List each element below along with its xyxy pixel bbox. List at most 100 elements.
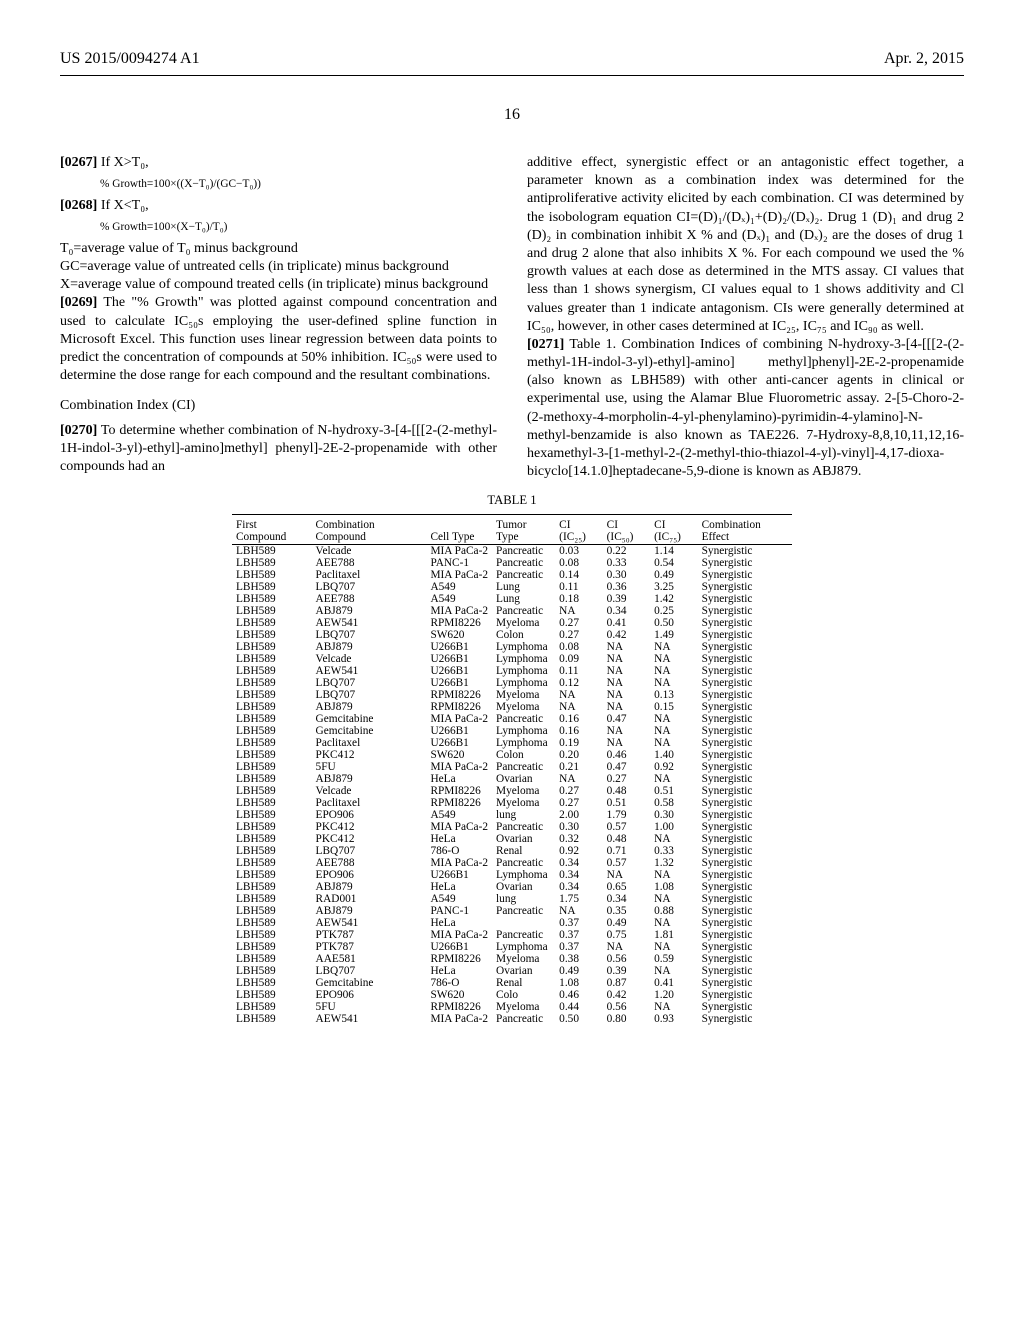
table-cell: LBH589 — [232, 689, 312, 701]
table-cell: Synergistic — [698, 689, 792, 701]
table-cell: 1.20 — [650, 989, 697, 1001]
table-cell: LBH589 — [232, 869, 312, 881]
table-cell: 1.49 — [650, 629, 697, 641]
patent-date: Apr. 2, 2015 — [884, 50, 964, 68]
table-cell: Renal — [492, 977, 555, 989]
table-row: LBH589ABJ879HeLaOvarian0.340.651.08Syner… — [232, 881, 792, 893]
table-cell: 0.39 — [603, 593, 650, 605]
table-cell: Synergistic — [698, 713, 792, 725]
table-cell: 0.08 — [555, 641, 602, 653]
table-cell: U266B1 — [426, 737, 492, 749]
table-cell: AEW541 — [312, 617, 427, 629]
table-cell: LBH589 — [232, 821, 312, 833]
table-row: LBH589PaclitaxelMIA PaCa-2Pancreatic0.14… — [232, 569, 792, 581]
table-cell: Colon — [492, 629, 555, 641]
table-cell: 0.39 — [603, 965, 650, 977]
table-cell: 0.75 — [603, 929, 650, 941]
table-cell: 0.34 — [603, 893, 650, 905]
table-row: LBH589PKC412HeLaOvarian0.320.48NASynergi… — [232, 833, 792, 845]
table-cell: 0.27 — [555, 629, 602, 641]
table-cell: LBH589 — [232, 641, 312, 653]
table-cell: LBH589 — [232, 629, 312, 641]
table-cell: 0.35 — [603, 905, 650, 917]
patent-number: US 2015/0094274 A1 — [60, 50, 200, 68]
table-cell: 0.59 — [650, 953, 697, 965]
table-cell: ABJ879 — [312, 881, 427, 893]
right-column: additive effect, synergistic effect or a… — [527, 154, 964, 481]
table-cell: Gemcitabine — [312, 977, 427, 989]
table-cell: 1.08 — [650, 881, 697, 893]
table-cell: PTK787 — [312, 929, 427, 941]
table-row: LBH589VelcadeRPMI8226Myeloma0.270.480.51… — [232, 785, 792, 797]
table-cell: Synergistic — [698, 965, 792, 977]
col-ci-ic75: CI (IC₇₅) — [650, 515, 697, 545]
table-cell: Synergistic — [698, 677, 792, 689]
table-cell: Velcade — [312, 545, 427, 558]
table-cell: HeLa — [426, 833, 492, 845]
paragraph-0268: [0268] If X<T₀, — [60, 197, 497, 215]
table-cell: SW620 — [426, 629, 492, 641]
table-cell: Lung — [492, 581, 555, 593]
table-row: LBH589AEW541RPMI8226Myeloma0.270.410.50S… — [232, 617, 792, 629]
table-cell: 0.80 — [603, 1013, 650, 1025]
table-cell: 0.51 — [603, 797, 650, 809]
table-cell: Myeloma — [492, 785, 555, 797]
table-cell: 0.11 — [555, 581, 602, 593]
col-combination-effect: Combination Effect — [698, 515, 792, 545]
table-cell: 2.00 — [555, 809, 602, 821]
table-cell: A549 — [426, 893, 492, 905]
table-cell: NA — [603, 701, 650, 713]
table-cell: 1.00 — [650, 821, 697, 833]
table-cell: 0.49 — [555, 965, 602, 977]
table-row: LBH589AAE581RPMI8226Myeloma0.380.560.59S… — [232, 953, 792, 965]
table-caption: TABLE 1 — [60, 493, 964, 508]
table-cell: Synergistic — [698, 953, 792, 965]
table-cell: 0.30 — [650, 809, 697, 821]
table-cell: 0.34 — [603, 605, 650, 617]
table-cell: Pancreatic — [492, 605, 555, 617]
para-num: [0268] — [60, 198, 97, 213]
table-cell: A549 — [426, 809, 492, 821]
table-cell: 0.38 — [555, 953, 602, 965]
table-cell: NA — [603, 737, 650, 749]
table-cell: Velcade — [312, 653, 427, 665]
table-row: LBH589PaclitaxelU266B1Lymphoma0.19NANASy… — [232, 737, 792, 749]
table-cell: ABJ879 — [312, 773, 427, 785]
table-cell: LBQ707 — [312, 689, 427, 701]
para-text: If X<T₀, — [97, 198, 148, 213]
table-cell: RPMI8226 — [426, 1001, 492, 1013]
table-body: LBH589VelcadeMIA PaCa-2Pancreatic0.030.2… — [232, 545, 792, 1026]
definition-x: X=average value of compound treated cell… — [60, 276, 497, 294]
table-row: LBH589AEW541MIA PaCa-2Pancreatic0.500.80… — [232, 1013, 792, 1025]
table-row: LBH589ABJ879RPMI8226MyelomaNANA0.15Syner… — [232, 701, 792, 713]
table-cell: Pancreatic — [492, 857, 555, 869]
page-header: US 2015/0094274 A1 Apr. 2, 2015 — [60, 50, 964, 68]
para-text: To determine whether combination of N-hy… — [60, 423, 497, 474]
table-cell: Renal — [492, 845, 555, 857]
table-cell: 0.11 — [555, 665, 602, 677]
table-cell: 0.93 — [650, 1013, 697, 1025]
paragraph-0267: [0267] If X>T₀, — [60, 154, 497, 172]
table-cell: 0.37 — [555, 929, 602, 941]
table-cell: LBH589 — [232, 617, 312, 629]
table-cell: 0.48 — [603, 785, 650, 797]
formula-1: % Growth=100×((X−T₀)/(GC−T₀)) — [100, 177, 497, 192]
table-cell: Lymphoma — [492, 869, 555, 881]
table-cell: Synergistic — [698, 629, 792, 641]
table-cell: LBH589 — [232, 761, 312, 773]
table-cell: Synergistic — [698, 881, 792, 893]
table-cell: Myeloma — [492, 689, 555, 701]
table-cell: Synergistic — [698, 1013, 792, 1025]
para-num: [0269] — [60, 295, 97, 310]
table-cell: Pancreatic — [492, 569, 555, 581]
table-cell: 0.13 — [650, 689, 697, 701]
table-cell: Pancreatic — [492, 905, 555, 917]
table-cell: Synergistic — [698, 701, 792, 713]
table-cell: LBH589 — [232, 773, 312, 785]
table-cell: LBQ707 — [312, 965, 427, 977]
table-cell: Gemcitabine — [312, 713, 427, 725]
table-cell: 0.34 — [555, 881, 602, 893]
table-cell: RPMI8226 — [426, 701, 492, 713]
table-cell: AAE581 — [312, 953, 427, 965]
table-cell: NA — [555, 773, 602, 785]
